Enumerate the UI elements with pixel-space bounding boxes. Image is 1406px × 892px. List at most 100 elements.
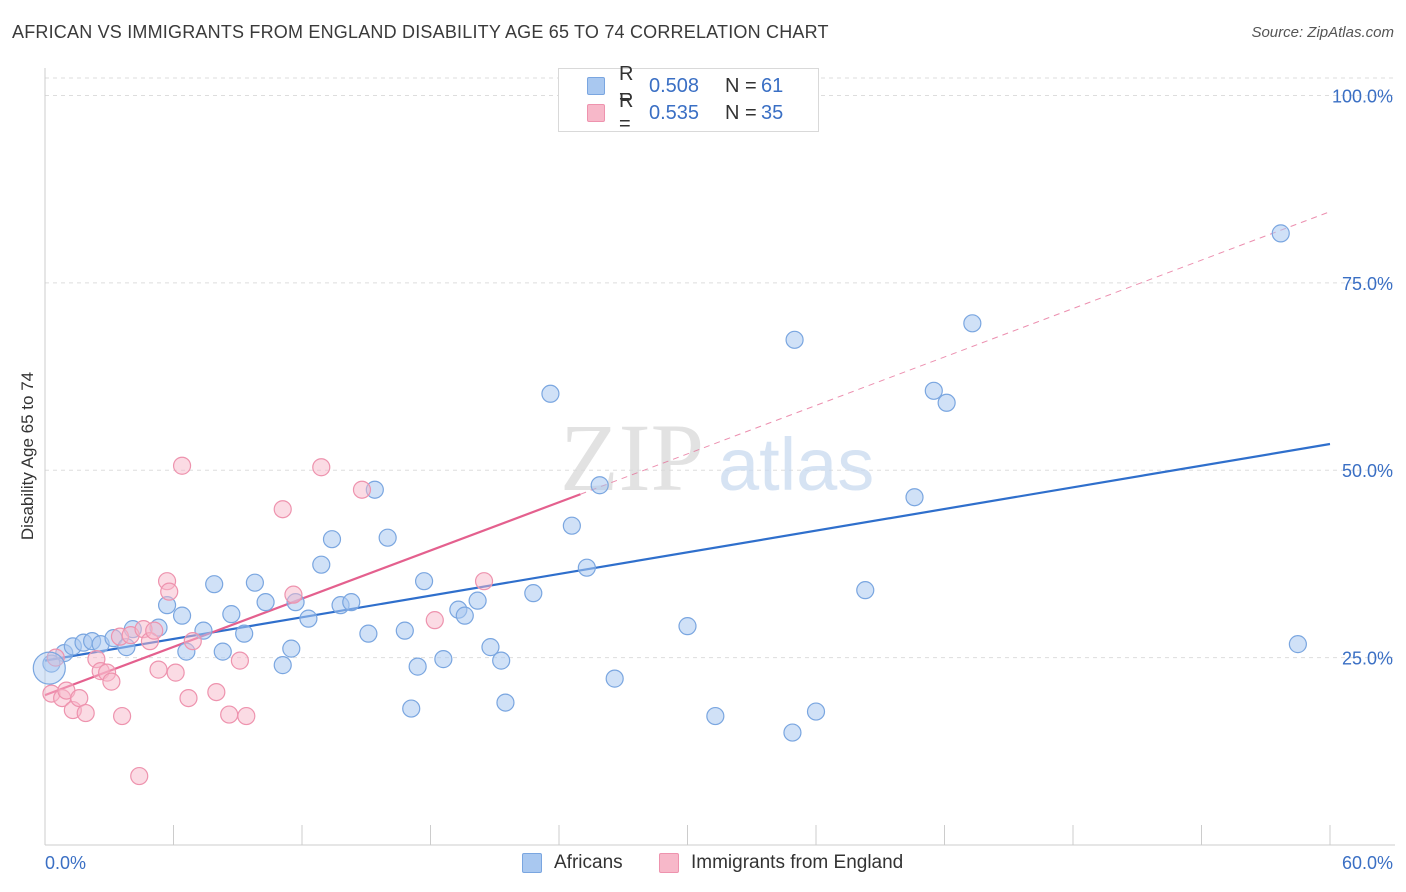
chart-legend: Africans Immigrants from England bbox=[0, 852, 1406, 878]
africans-point bbox=[924, 381, 943, 400]
england-point bbox=[312, 458, 331, 477]
africans-point bbox=[562, 516, 581, 535]
africans-point bbox=[455, 606, 474, 625]
england-point bbox=[284, 585, 303, 604]
africans-point bbox=[213, 642, 232, 661]
england-point bbox=[160, 582, 179, 601]
y-tick-label: 75.0% bbox=[1342, 274, 1393, 294]
africans-point bbox=[605, 669, 624, 688]
england-point bbox=[130, 766, 149, 786]
watermark-zip: ZIP bbox=[560, 404, 704, 511]
africans-point bbox=[414, 572, 434, 591]
africans-point bbox=[806, 702, 826, 721]
africans-point bbox=[905, 488, 924, 507]
england-point bbox=[273, 500, 292, 519]
africans-point bbox=[402, 699, 421, 718]
england-point bbox=[76, 703, 95, 723]
tick-labels: 25.0% 50.0% 75.0% 100.0% 0.0% 60.0% bbox=[45, 86, 1393, 873]
y-tick-label: 50.0% bbox=[1342, 461, 1393, 481]
england-point bbox=[237, 706, 256, 726]
england-point bbox=[70, 688, 89, 708]
england-point bbox=[207, 682, 226, 702]
africans-point bbox=[408, 657, 427, 676]
england-point bbox=[145, 621, 164, 640]
source-credit: Source: ZipAtlas.com bbox=[1251, 24, 1394, 41]
n-value: 61 bbox=[761, 74, 784, 97]
africans-trend-line bbox=[44, 442, 1331, 662]
africans-point bbox=[273, 656, 292, 675]
england-point bbox=[149, 660, 168, 679]
correlation-stats-box: R = 0.508 N = 61 R = 0.535 N = 35 bbox=[558, 63, 819, 135]
england-point bbox=[46, 648, 65, 667]
stats-row-africans: R = 0.508 N = 61 bbox=[559, 63, 784, 108]
africans-point bbox=[678, 617, 697, 636]
africans-point bbox=[312, 555, 331, 574]
england-point bbox=[425, 611, 444, 630]
africans-point bbox=[1288, 635, 1307, 654]
england-point bbox=[172, 456, 192, 475]
africans-point bbox=[963, 314, 982, 333]
africans-point bbox=[468, 591, 487, 610]
africans-point bbox=[245, 573, 264, 592]
england-point bbox=[352, 480, 372, 499]
y-tick-label: 100.0% bbox=[1332, 86, 1393, 106]
england-swatch bbox=[587, 104, 605, 122]
africans-point bbox=[434, 650, 453, 669]
england-point bbox=[183, 632, 202, 651]
england-point bbox=[102, 672, 121, 691]
africans-point bbox=[395, 621, 414, 640]
data-points bbox=[32, 224, 1307, 786]
africans-point bbox=[783, 723, 802, 742]
england-point bbox=[474, 572, 494, 591]
africans-point bbox=[856, 581, 875, 600]
r-value: 0.508 bbox=[649, 74, 700, 97]
africans-point bbox=[256, 593, 275, 612]
africans-point bbox=[282, 639, 301, 658]
legend-item-africans[interactable]: Africans bbox=[522, 852, 623, 874]
y-axis-label: Disability Age 65 to 74 bbox=[18, 371, 37, 541]
africans-point bbox=[359, 624, 378, 643]
africans-point bbox=[577, 558, 596, 577]
africans-point bbox=[235, 624, 254, 643]
legend-label-africans: Africans bbox=[554, 852, 623, 873]
england-point bbox=[112, 706, 132, 726]
legend-label-england: Immigrants from England bbox=[691, 852, 904, 873]
england-point bbox=[230, 651, 249, 670]
africans-point bbox=[299, 609, 318, 628]
watermark: ZIP atlas bbox=[560, 404, 874, 511]
england-legend-swatch bbox=[659, 853, 679, 873]
africans-point bbox=[524, 584, 543, 603]
r-label: R = bbox=[619, 90, 634, 135]
africans-point bbox=[481, 638, 500, 657]
africans-point bbox=[785, 330, 804, 349]
africans-point bbox=[706, 706, 725, 726]
y-tick-label: 25.0% bbox=[1342, 649, 1393, 669]
n-label: N = bbox=[725, 101, 757, 124]
legend-item-england[interactable]: Immigrants from England bbox=[659, 852, 903, 874]
africans-point bbox=[492, 651, 511, 670]
africans-point bbox=[378, 528, 397, 547]
r-value: 0.535 bbox=[649, 101, 700, 124]
africans-point bbox=[322, 530, 342, 549]
n-value: 35 bbox=[761, 101, 784, 124]
axes bbox=[44, 68, 1395, 846]
n-label: N = bbox=[725, 74, 757, 97]
africans-swatch bbox=[587, 77, 605, 95]
england-point bbox=[220, 705, 239, 724]
africans-point bbox=[205, 575, 224, 594]
x-tick-label: 60.0% bbox=[1342, 853, 1393, 873]
africans-point bbox=[590, 476, 609, 495]
gridlines bbox=[45, 77, 1395, 659]
stats-row-england: R = 0.535 N = 35 bbox=[559, 90, 784, 135]
africans-legend-swatch bbox=[522, 853, 542, 873]
chart-title: AFRICAN VS IMMIGRANTS FROM ENGLAND DISAB… bbox=[12, 22, 829, 42]
africans-point bbox=[496, 693, 515, 712]
trend-lines bbox=[44, 211, 1331, 697]
africans-point bbox=[937, 393, 956, 412]
africans-point bbox=[1271, 224, 1290, 243]
watermark-atlas: atlas bbox=[718, 423, 874, 506]
r-label: R = bbox=[619, 63, 634, 108]
africans-point bbox=[172, 606, 192, 625]
england-point bbox=[179, 688, 198, 708]
